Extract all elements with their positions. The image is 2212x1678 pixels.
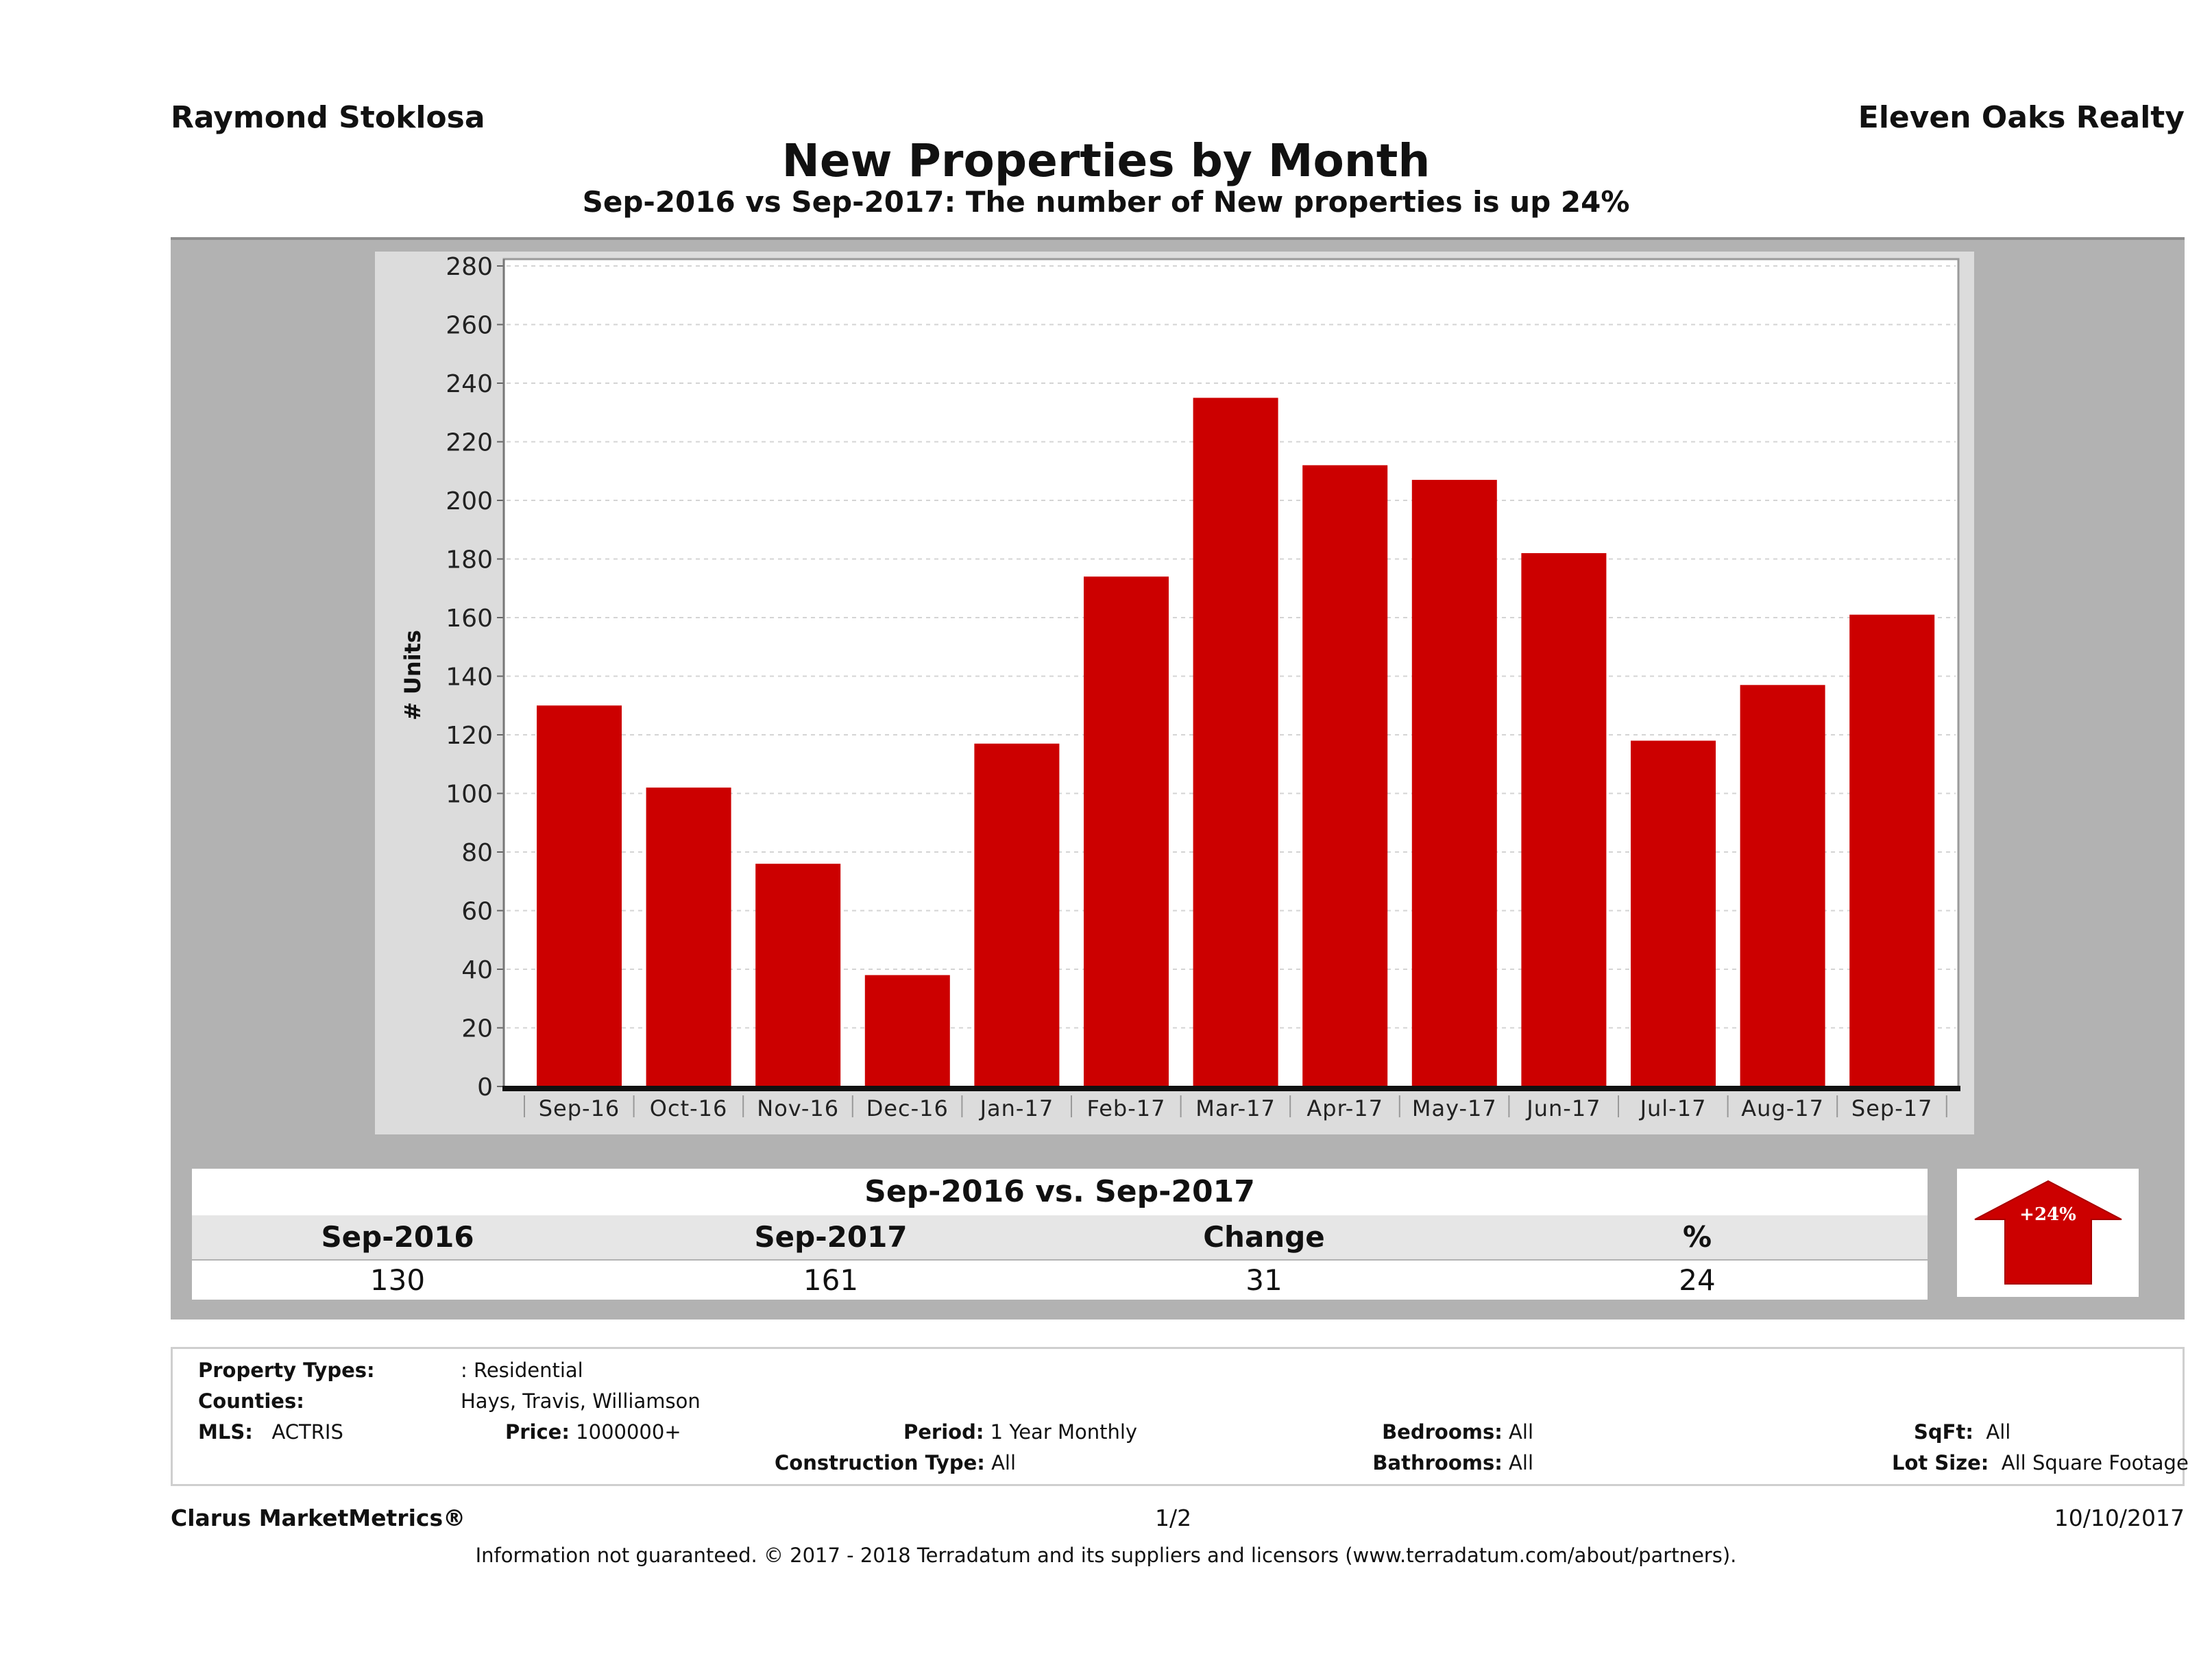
bar-may-17 bbox=[1411, 480, 1497, 1086]
y-tick-label: 160 bbox=[446, 605, 493, 633]
change-badge: +24% bbox=[1957, 1169, 2139, 1297]
bar-dec-16 bbox=[864, 975, 950, 1086]
filter-counties: Counties: bbox=[198, 1389, 304, 1413]
y-tick-label: 260 bbox=[446, 312, 493, 340]
bar-jun-17 bbox=[1521, 552, 1607, 1086]
report-date: 10/10/2017 bbox=[2054, 1505, 2185, 1531]
bar-sep-17 bbox=[1849, 614, 1935, 1086]
value-cell-sep-2016: 130 bbox=[369, 1263, 426, 1297]
header-cell-percent: % bbox=[1682, 1220, 1712, 1254]
y-tick-label: 200 bbox=[446, 487, 493, 515]
filter-bathrooms: Bathrooms: All bbox=[1372, 1451, 1533, 1474]
filter-mls: MLS: ACTRIS bbox=[198, 1420, 343, 1444]
page-title: New Properties by Month bbox=[781, 134, 1431, 187]
page-subtitle: Sep-2016 vs Sep-2017: The number of New … bbox=[582, 185, 1630, 219]
disclaimer: Information not guaranteed. © 2017 - 201… bbox=[475, 1544, 1737, 1567]
bar-jul-17 bbox=[1631, 740, 1716, 1086]
value-cell-change: 31 bbox=[1245, 1263, 1283, 1297]
comparison-table: Sep-2016 vs. Sep-2017 Sep-2016 Sep-2017 … bbox=[192, 1169, 1928, 1300]
x-tick-label: Apr-17 bbox=[1306, 1095, 1383, 1121]
x-tick-label: Sep-17 bbox=[1851, 1095, 1933, 1121]
comparison-header-row: Sep-2016 Sep-2017 Change % bbox=[192, 1215, 1928, 1259]
y-axis-label: # Units bbox=[400, 630, 426, 720]
value-cell-percent: 24 bbox=[1679, 1263, 1716, 1297]
up-arrow-icon bbox=[1974, 1180, 2122, 1285]
x-tick-label: Oct-16 bbox=[650, 1095, 728, 1121]
filter-criteria: Property Types: : Residential Counties: … bbox=[171, 1347, 2189, 1486]
filter-sqft: SqFt: All bbox=[1914, 1420, 2011, 1444]
y-tick-label: 100 bbox=[446, 781, 493, 809]
y-tick-label: 20 bbox=[461, 1015, 493, 1043]
x-tick-label: Feb-17 bbox=[1087, 1095, 1166, 1121]
filter-construction-type: Construction Type: All bbox=[775, 1451, 1017, 1474]
bar-nov-16 bbox=[755, 864, 841, 1086]
x-tick-label: Jul-17 bbox=[1639, 1095, 1707, 1121]
header-cell-change: Change bbox=[1203, 1220, 1325, 1254]
comparison-title: Sep-2016 vs. Sep-2017 bbox=[192, 1169, 1928, 1215]
brokerage-name: Eleven Oaks Realty bbox=[1858, 100, 2185, 135]
filter-bedrooms: Bedrooms: All bbox=[1382, 1420, 1533, 1444]
y-tick-label: 280 bbox=[446, 253, 493, 281]
filter-counties-value: Hays, Travis, Williamson bbox=[461, 1389, 701, 1413]
y-tick-label: 0 bbox=[477, 1073, 493, 1102]
bar-mar-17 bbox=[1193, 398, 1278, 1086]
y-tick-label: 240 bbox=[446, 370, 493, 398]
header-cell-sep-2017: Sep-2017 bbox=[754, 1220, 908, 1254]
filter-property-types: Property Types: bbox=[198, 1359, 375, 1382]
filter-property-types-value: : Residential bbox=[461, 1359, 583, 1382]
footer-brand: Clarus MarketMetrics® bbox=[171, 1505, 466, 1531]
x-tick-label: Aug-17 bbox=[1741, 1095, 1824, 1121]
filter-price: Price: 1000000+ bbox=[505, 1420, 681, 1444]
bar-oct-16 bbox=[646, 787, 731, 1086]
change-badge-label: +24% bbox=[2019, 1204, 2076, 1225]
x-tick-label: May-17 bbox=[1412, 1095, 1497, 1121]
page-number: 1/2 bbox=[1155, 1505, 1192, 1531]
y-tick-label: 40 bbox=[461, 956, 493, 984]
x-tick-label: Nov-16 bbox=[757, 1095, 839, 1121]
bar-apr-17 bbox=[1302, 465, 1388, 1086]
filter-period: Period: 1 Year Monthly bbox=[903, 1420, 1138, 1444]
x-axis-ticks: Sep-16 Oct-16 Nov-16 Dec-16 Jan-17 Feb-17 Mar-… bbox=[524, 1095, 1947, 1121]
x-tick-label: Dec-16 bbox=[866, 1095, 949, 1121]
header-cell-sep-2016: Sep-2016 bbox=[321, 1220, 474, 1254]
bars bbox=[537, 398, 1935, 1086]
y-tick-label: 220 bbox=[446, 429, 493, 457]
x-tick-label: Sep-16 bbox=[539, 1095, 620, 1121]
x-tick-label: Jun-17 bbox=[1525, 1095, 1601, 1121]
y-axis-ticks: 0 20 40 60 80 100 120 140 160 180 200 220 240 260 280 bbox=[446, 253, 504, 1102]
y-tick-label: 140 bbox=[446, 664, 493, 692]
agent-name: Raymond Stoklosa bbox=[171, 100, 485, 135]
value-cell-sep-2017: 161 bbox=[803, 1263, 859, 1297]
x-tick-label: Jan-17 bbox=[979, 1095, 1054, 1121]
bar-sep-16 bbox=[537, 705, 622, 1086]
y-tick-label: 60 bbox=[461, 898, 493, 926]
bar-aug-17 bbox=[1740, 685, 1825, 1086]
y-tick-label: 180 bbox=[446, 546, 493, 574]
bar-feb-17 bbox=[1084, 576, 1169, 1086]
filter-lot-size: Lot Size: All Square Footage bbox=[1892, 1451, 2189, 1474]
x-tick-label: Mar-17 bbox=[1195, 1095, 1276, 1121]
bar-jan-17 bbox=[974, 743, 1060, 1086]
comparison-value-row: 130 161 31 24 bbox=[192, 1261, 1928, 1300]
y-tick-label: 80 bbox=[461, 839, 493, 867]
y-tick-label: 120 bbox=[446, 722, 493, 750]
